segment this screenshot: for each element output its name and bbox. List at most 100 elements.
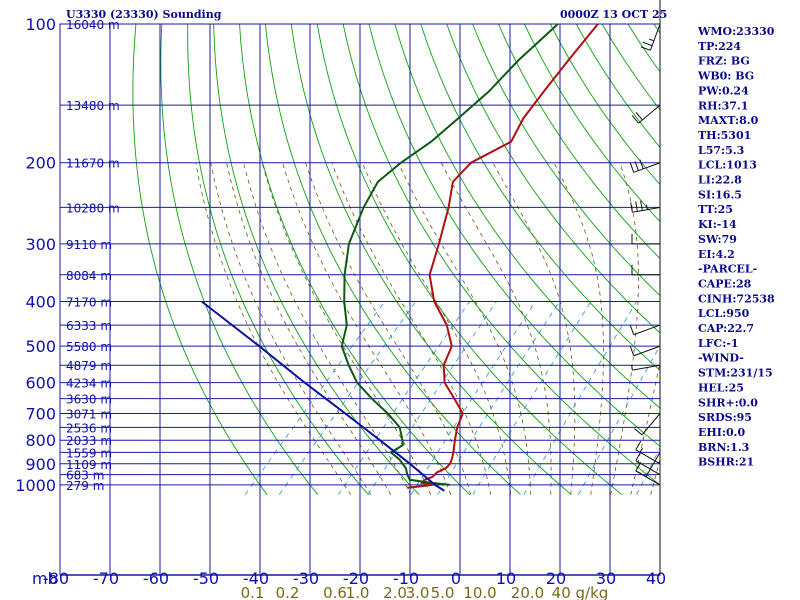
pressure-tick-label: 200: [25, 154, 56, 173]
mixing-ratio-label: 10.0: [463, 584, 496, 600]
height-label: 3630 m: [66, 393, 112, 407]
height-label: 4234 m: [66, 377, 112, 391]
height-label: 9110 m: [66, 238, 112, 252]
moist-adiabat: [226, 162, 392, 495]
index-entry: EHI:0.0: [698, 426, 745, 439]
index-entry: EI:4.2: [698, 248, 735, 261]
barb-staff: [632, 364, 661, 371]
pressure-tick-label: 600: [25, 374, 56, 393]
mixing-ratio-line: [367, 301, 497, 495]
dry-adiabat: [290, 24, 572, 496]
dry-adiabat: [316, 24, 623, 496]
mixing-ratio-line: [437, 301, 560, 495]
dry-adiabat: [132, 24, 268, 495]
mixing-ratio-line: [278, 301, 417, 495]
index-entry: SHR+:0.0: [698, 396, 758, 409]
barb-flag: [635, 461, 642, 472]
index-entry: PW:0.24: [698, 84, 749, 97]
temp-tick-label: -20: [343, 569, 369, 588]
barb-flag: [634, 161, 639, 171]
moist-adiabat: [630, 360, 660, 495]
barb-flag: [629, 346, 635, 356]
moist-adiabat: [440, 162, 552, 495]
dry-adiabat: [446, 24, 660, 334]
index-entry: STM:231/15: [698, 367, 773, 380]
barb-flag: [635, 111, 643, 121]
height-label: 683 m: [66, 469, 104, 483]
temp-tick-label: -60: [143, 569, 169, 588]
temp-tick-label: -40: [243, 569, 269, 588]
wind-barb: [629, 345, 661, 357]
adiabat-lines: [132, 24, 660, 496]
temp-tick-label: 20: [546, 569, 566, 588]
moist-adiabat: [243, 162, 412, 495]
dry-adiabat: [394, 24, 660, 409]
dry-adiabat: [187, 24, 369, 496]
barb-flag: [635, 440, 642, 451]
wind-barbs: [629, 0, 661, 575]
dry-adiabat: [160, 24, 319, 495]
pressure-tick-label: 900: [25, 455, 56, 474]
dry-adiabat: [368, 24, 660, 447]
dry-adiabat: [472, 24, 660, 297]
moist-adiabat: [210, 162, 372, 495]
wind-barb: [640, 23, 661, 51]
barb-half-flag: [639, 447, 644, 453]
wind-barb: [631, 104, 661, 124]
index-entry: BRN:1.3: [698, 441, 749, 454]
wind-barb: [631, 233, 660, 245]
index-entry: CAP:22.7: [698, 322, 754, 335]
barb-half-flag: [631, 365, 633, 371]
index-entry: L57:5.3: [698, 144, 744, 157]
series-parcel: [201, 300, 445, 492]
mixing-ratio-line: [244, 301, 386, 495]
height-label: 1109 m: [66, 458, 112, 472]
height-label: 5580 m: [66, 340, 112, 354]
series-lines: [201, 24, 599, 492]
barb-flag: [631, 115, 639, 124]
index-entry: LCL:950: [698, 307, 750, 320]
mixing-ratio-line: [410, 301, 536, 495]
index-entry: CINH:72538: [698, 292, 775, 305]
barb-staff: [632, 206, 661, 213]
temp-tick-label: 40: [646, 569, 666, 588]
barb-flag: [642, 41, 653, 47]
index-entry: SW:79: [698, 233, 737, 246]
index-entry: MAXT:8.0: [698, 114, 759, 127]
chart-time: 0000Z 13 OCT 25: [560, 8, 667, 21]
barb-half-flag: [645, 204, 648, 210]
series-temperature: [407, 24, 599, 489]
height-label: 3071 m: [66, 408, 112, 422]
mixing-ratio-line: [636, 446, 660, 495]
index-entry: LFC:-1: [698, 337, 739, 350]
barb-flag: [633, 428, 643, 436]
barb-staff: [633, 324, 661, 336]
index-entry: RH:37.1: [698, 99, 748, 112]
height-label: 10280 m: [66, 201, 120, 215]
wind-barb: [629, 324, 661, 336]
temp-tick-label: 0: [451, 569, 461, 588]
height-label: 16040 m: [66, 18, 120, 32]
wind-barb: [629, 159, 661, 173]
dry-adiabat: [342, 24, 660, 486]
height-label: 8084 m: [66, 269, 112, 283]
dry-adiabat: [264, 24, 521, 496]
moist-adiabat: [492, 162, 576, 495]
dry-adiabat: [498, 24, 660, 260]
barb-flag: [629, 162, 635, 173]
mixing-ratio-label: 20.0: [511, 584, 544, 600]
mixing-ratio-label: 2.0: [383, 584, 407, 600]
index-entry: SI:16.5: [698, 188, 742, 201]
height-label: 4879 m: [66, 359, 112, 373]
index-entry: LI:22.8: [698, 174, 742, 187]
barb-staff: [633, 345, 661, 357]
barb-flag: [640, 200, 643, 211]
index-entry: BSHR:21: [698, 456, 754, 469]
barb-staff: [638, 104, 661, 124]
height-label: 13480 m: [66, 99, 120, 113]
wind-barb: [635, 461, 661, 486]
height-label: 2033 m: [66, 434, 112, 448]
